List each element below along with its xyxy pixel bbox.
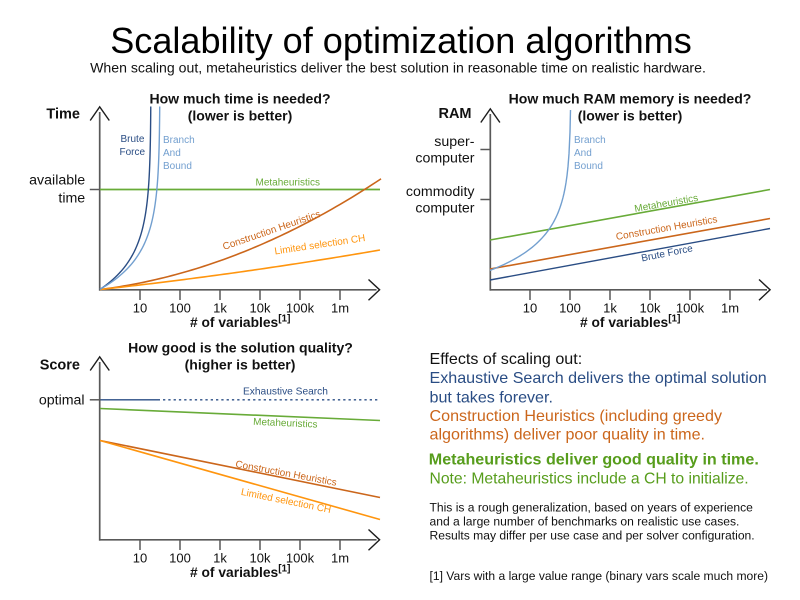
svg-text:computer: computer	[415, 200, 474, 216]
svg-text:When scaling out, metaheuristi: When scaling out, metaheuristics deliver…	[90, 60, 706, 76]
svg-text:10: 10	[133, 550, 147, 565]
svg-text:Metaheuristics: Metaheuristics	[253, 417, 318, 431]
svg-text:And: And	[163, 148, 181, 159]
svg-text:Branch: Branch	[574, 135, 606, 146]
svg-text:100k: 100k	[286, 550, 315, 565]
svg-text:1m: 1m	[331, 300, 349, 315]
svg-text:time: time	[58, 191, 85, 207]
svg-text:Note: Metaheuristics include a: Note: Metaheuristics include a CH to ini…	[430, 470, 749, 487]
svg-text:available: available	[29, 173, 85, 189]
svg-text:10: 10	[523, 300, 537, 315]
svg-text:(higher is better): (higher is better)	[185, 357, 296, 373]
svg-text:How good is the solution quali: How good is the solution quality?	[128, 339, 353, 355]
svg-text:and a large number of benchmar: and a large number of benchmarks on real…	[430, 514, 740, 528]
svg-text:Metaheuristics: Metaheuristics	[256, 178, 320, 189]
svg-text:100k: 100k	[286, 300, 315, 315]
svg-text:10k: 10k	[250, 550, 271, 565]
svg-text:Metaheuristics deliver good qu: Metaheuristics deliver good quality in t…	[429, 451, 759, 469]
svg-text:[1] Vars with a large value ra: [1] Vars with a large value range (binar…	[430, 569, 769, 583]
svg-text:Time: Time	[46, 107, 80, 123]
svg-text:Force: Force	[120, 147, 146, 158]
svg-text:1k: 1k	[213, 300, 227, 315]
svg-text:commodity: commodity	[406, 184, 475, 200]
svg-text:Score: Score	[40, 358, 80, 374]
svg-text:1k: 1k	[603, 300, 617, 315]
svg-text:100k: 100k	[676, 300, 705, 315]
svg-text:Construction Heuristics (inclu: Construction Heuristics (including greed…	[430, 407, 723, 425]
svg-text:# of variables[1]: # of variables[1]	[190, 314, 290, 330]
svg-text:(lower is better): (lower is better)	[188, 108, 293, 124]
svg-text:Bound: Bound	[574, 161, 603, 172]
svg-text:but takes forever.: but takes forever.	[430, 388, 553, 406]
svg-text:Brute: Brute	[121, 134, 145, 145]
svg-text:super-: super-	[434, 134, 474, 150]
svg-text:100: 100	[169, 300, 191, 315]
svg-text:Scalability of optimization al: Scalability of optimization algorithms	[110, 20, 692, 61]
svg-text:(lower is better): (lower is better)	[578, 108, 683, 124]
svg-text:10k: 10k	[640, 300, 661, 315]
svg-text:10k: 10k	[250, 300, 271, 315]
svg-text:# of variables[1]: # of variables[1]	[580, 314, 680, 330]
svg-text:computer: computer	[415, 150, 474, 166]
svg-text:algorithms) deliver poor quali: algorithms) deliver poor quality in time…	[430, 426, 706, 444]
svg-text:This is a rough generalization: This is a rough generalization, based on…	[430, 500, 754, 514]
svg-text:100: 100	[169, 550, 191, 565]
svg-text:optimal: optimal	[39, 392, 85, 408]
svg-text:Results may differ per use cas: Results may differ per use case and per …	[430, 528, 755, 542]
svg-text:1m: 1m	[721, 300, 739, 315]
svg-text:Bound: Bound	[163, 161, 192, 172]
svg-text:Exhaustive Search: Exhaustive Search	[243, 387, 328, 398]
svg-text:RAM: RAM	[438, 106, 471, 122]
svg-text:And: And	[574, 148, 592, 159]
svg-text:1k: 1k	[213, 550, 227, 565]
svg-text:How much time is needed?: How much time is needed?	[149, 91, 330, 107]
svg-text:Effects of scaling out:: Effects of scaling out:	[430, 350, 583, 368]
svg-text:Branch: Branch	[163, 135, 195, 146]
svg-text:10: 10	[133, 300, 147, 315]
svg-text:1m: 1m	[331, 550, 349, 565]
svg-text:How much RAM memory is needed?: How much RAM memory is needed?	[509, 91, 752, 107]
svg-text:100: 100	[559, 300, 581, 315]
svg-text:# of variables[1]: # of variables[1]	[190, 564, 290, 580]
svg-text:Exhaustive Search delivers the: Exhaustive Search delivers the optimal s…	[430, 369, 767, 387]
